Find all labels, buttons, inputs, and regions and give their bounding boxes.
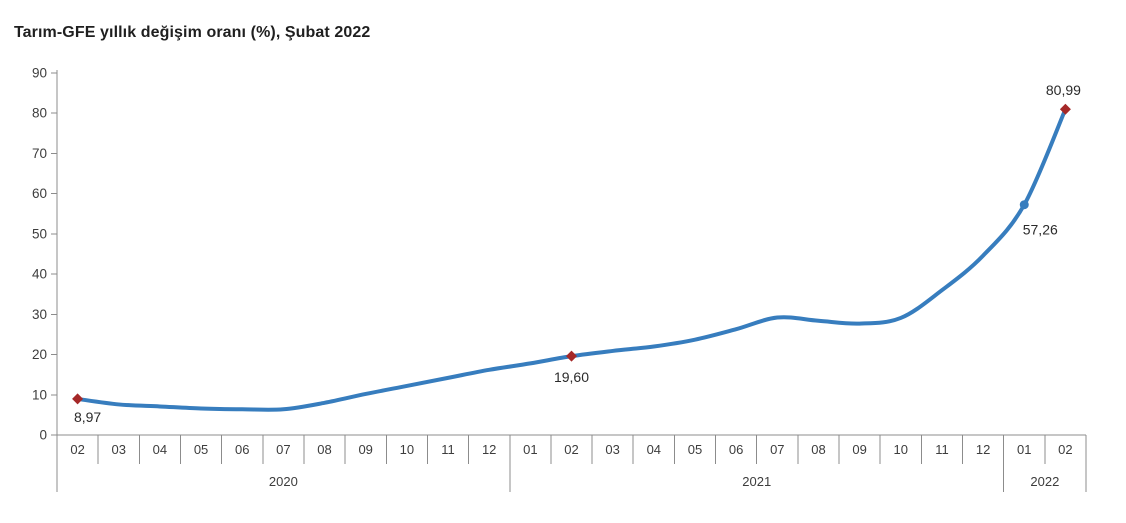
data-line: [75, 107, 1068, 412]
month-label: 08: [811, 442, 825, 457]
data-point-marker: [72, 393, 84, 405]
data-point-label: 80,99: [1046, 82, 1081, 98]
month-label: 05: [688, 442, 702, 457]
y-tick-label: 50: [32, 226, 47, 241]
y-tick-label: 90: [32, 66, 47, 81]
month-label: 02: [70, 442, 84, 457]
month-label: 08: [317, 442, 331, 457]
month-label: 11: [935, 442, 949, 457]
y-tick-label: 20: [32, 347, 47, 362]
month-label: 09: [852, 442, 866, 457]
y-tick-label: 0: [39, 428, 47, 443]
month-label: 09: [358, 442, 372, 457]
data-point-marker: [1019, 200, 1029, 210]
y-tick-label: 80: [32, 106, 47, 121]
month-label: 02: [1058, 442, 1072, 457]
data-point-marker: [1059, 103, 1071, 115]
month-label: 10: [894, 442, 908, 457]
y-tick-label: 10: [32, 387, 47, 402]
year-label: 2022: [1030, 474, 1059, 489]
year-label: 2021: [742, 474, 771, 489]
y-tick-label: 70: [32, 146, 47, 161]
data-point-label: 57,26: [1023, 222, 1058, 238]
month-label: 11: [441, 442, 455, 457]
month-label: 06: [729, 442, 743, 457]
month-label: 01: [1017, 442, 1031, 457]
month-label: 07: [770, 442, 784, 457]
data-point-label: 19,60: [554, 369, 589, 385]
month-label: 02: [564, 442, 578, 457]
y-tick-label: 30: [32, 307, 47, 322]
month-label: 06: [235, 442, 249, 457]
month-label: 04: [153, 442, 167, 457]
month-label: 10: [400, 442, 414, 457]
chart-title: Tarım-GFE yıllık değişim oranı (%), Şuba…: [14, 24, 371, 41]
month-label: 12: [976, 442, 990, 457]
month-label: 04: [647, 442, 661, 457]
data-point-label: 8,97: [74, 409, 101, 425]
month-label: 01: [523, 442, 537, 457]
month-label: 03: [112, 442, 126, 457]
month-label: 03: [605, 442, 619, 457]
y-tick-label: 60: [32, 186, 47, 201]
month-label: 12: [482, 442, 496, 457]
month-label: 07: [276, 442, 290, 457]
y-tick-label: 40: [32, 267, 47, 282]
year-label: 2020: [269, 474, 298, 489]
data-point-marker: [566, 350, 577, 362]
month-label: 05: [194, 442, 208, 457]
